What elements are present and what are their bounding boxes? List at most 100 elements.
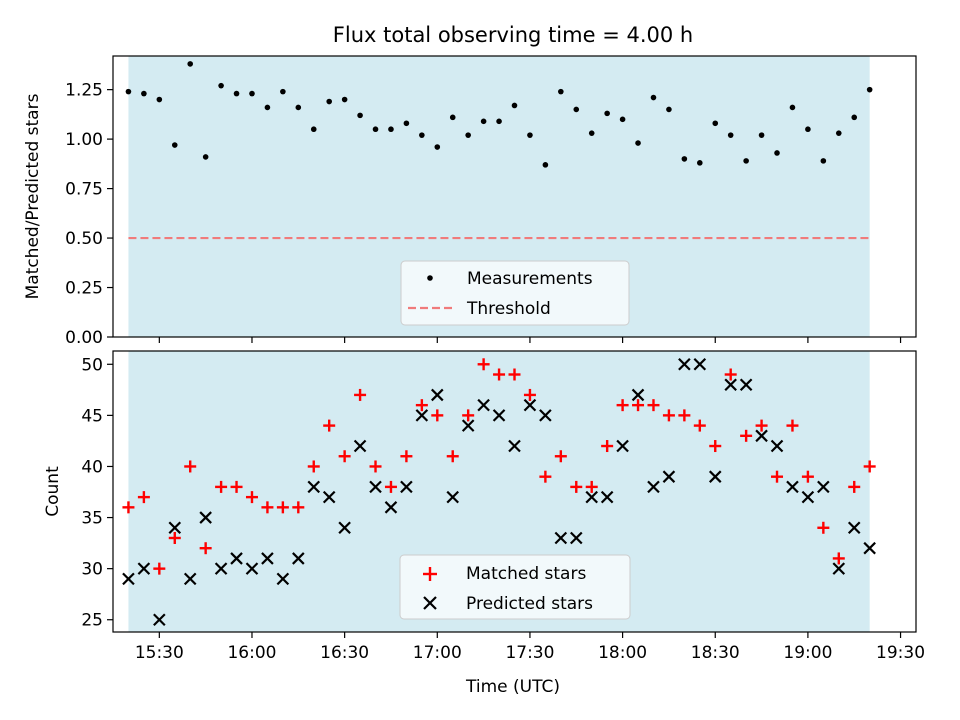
top-y-axis-label: Matched/Predicted stars (23, 93, 43, 299)
predicted-star-point (230, 552, 243, 565)
predicted-star-point (322, 490, 336, 504)
matched-star-point (863, 460, 876, 473)
measurement-point (388, 126, 394, 133)
matched-star-point (462, 409, 475, 422)
measurement-point (635, 140, 641, 146)
legend-marker-matched (423, 567, 437, 581)
predicted-star-point (863, 541, 876, 555)
bottom-y-axis: 25 30 35 40 45 50 (81, 355, 113, 631)
predicted-star-point (678, 358, 691, 371)
predicted-star-point (631, 388, 645, 402)
matched-star-point (415, 399, 428, 412)
y-tick-label: 1.25 (65, 81, 103, 101)
measurement-point (171, 142, 178, 148)
predicted-star-point (307, 480, 321, 494)
measurement-point (434, 144, 441, 150)
legend-marker-predicted (423, 596, 437, 610)
measurement-point (604, 110, 610, 117)
measurement-point (511, 102, 518, 109)
measurement-point (280, 88, 286, 95)
matched-star-point (354, 388, 367, 401)
predicted-star-point (600, 490, 614, 504)
predicted-star-point (539, 409, 552, 422)
measurement-point (187, 61, 194, 67)
bottom-y-axis-label: Count (43, 466, 63, 517)
measurement-point (141, 90, 147, 97)
y-tick-label: 40 (81, 457, 103, 477)
matched-star-point (400, 450, 413, 463)
predicted-star-point (245, 562, 259, 575)
top-plot: 0.00 0.25 0.50 0.75 1.00 1.25 Matched/Predict… (23, 55, 917, 348)
measurement-point (496, 118, 502, 125)
measurement-point (650, 94, 657, 101)
measurement-point (449, 114, 456, 121)
matched-star-point (184, 460, 197, 473)
measurement-point (249, 90, 255, 97)
predicted-star-point (292, 552, 305, 565)
measurement-point (573, 106, 580, 113)
legend-label-measurements: Measurements (467, 269, 593, 289)
predicted-star-point (353, 439, 367, 453)
legend-label-matched: Matched stars (466, 564, 586, 584)
predicted-star-point (693, 358, 707, 371)
predicted-star-point (477, 398, 490, 412)
measurement-point (403, 120, 410, 127)
predicted-star-point (554, 531, 568, 545)
bottom-x-axis-label: Time (UTC) (465, 677, 560, 697)
measurement-point (326, 98, 332, 105)
bottom-x-axis: 15:30 16:00 16:30 17:00 17:30 18:00 18:30 19:00… (135, 632, 925, 663)
predicted-star-point (786, 480, 799, 494)
matched-star-point (323, 419, 336, 432)
measurement-point (619, 116, 626, 123)
measurement-point (558, 88, 564, 95)
matched-star-point (724, 368, 737, 381)
matched-star-point (801, 470, 814, 483)
top-legend-box (400, 260, 630, 326)
measurement-point (357, 112, 363, 119)
y-tick-label: 45 (81, 406, 103, 426)
predicted-star-point (801, 490, 815, 504)
measurement-point (125, 88, 132, 95)
top-plot-marks (125, 61, 873, 240)
bottom-legend: Matched stars Predicted stars (399, 554, 631, 620)
predicted-star-point (508, 439, 521, 453)
matched-star-point (230, 480, 243, 493)
matched-star-point (369, 460, 382, 473)
predicted-star-point (523, 398, 537, 412)
matched-star-point (446, 450, 459, 463)
matched-star-point (168, 531, 181, 544)
matched-star-point (601, 440, 614, 453)
measurement-point (233, 90, 240, 97)
matched-star-point (122, 501, 135, 514)
measurement-point (295, 104, 302, 111)
matched-star-point (554, 450, 567, 463)
measurement-point (666, 106, 672, 113)
measurement-point (588, 130, 595, 136)
legend-marker-measurements (427, 275, 433, 281)
y-tick-label: 0.50 (65, 229, 103, 249)
matched-star-point (199, 542, 212, 555)
y-tick-label: 25 (81, 611, 103, 631)
predicted-star-point (168, 521, 182, 535)
measurement-point (419, 132, 425, 138)
x-tick-label: 19:00 (783, 643, 832, 663)
matched-star-point (678, 409, 691, 422)
bottom-legend-box (399, 554, 631, 620)
measurement-point (480, 118, 487, 125)
predicted-star-point (724, 378, 737, 391)
predicted-star-point (770, 439, 784, 453)
measurement-point (465, 132, 471, 138)
top-x-axis (158, 337, 902, 343)
predicted-star-point (415, 409, 429, 422)
x-tick-label: 17:30 (505, 643, 554, 663)
predicted-star-point (708, 470, 722, 483)
predicted-star-point (569, 531, 583, 545)
predicted-star-point (616, 439, 629, 453)
measurement-point (789, 104, 796, 111)
y-tick-label: 0.00 (65, 328, 103, 348)
matched-star-point (153, 562, 166, 575)
matched-star-point (261, 501, 274, 514)
x-tick-label: 19:30 (876, 643, 925, 663)
matched-star-point (709, 440, 722, 453)
measurement-point (681, 156, 688, 162)
